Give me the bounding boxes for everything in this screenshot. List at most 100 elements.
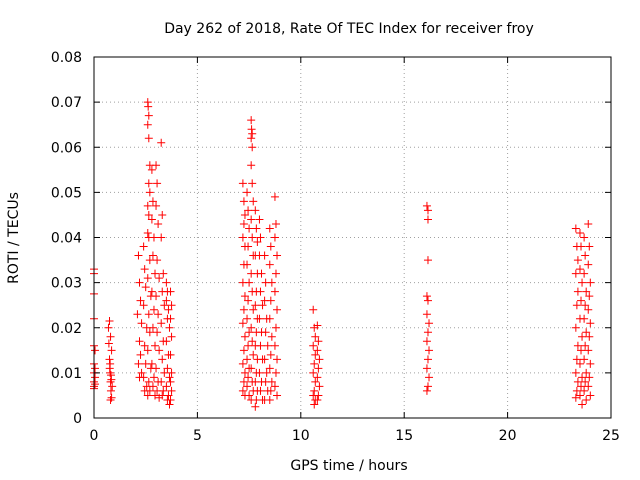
y-tick-label: 0.06	[51, 140, 82, 156]
data-point	[314, 364, 323, 373]
data-point	[265, 314, 274, 323]
data-point	[267, 278, 276, 287]
data-point	[580, 386, 589, 395]
data-point	[166, 350, 175, 359]
data-point	[145, 328, 154, 337]
data-point	[571, 224, 580, 233]
data-point	[256, 233, 265, 242]
data-point	[270, 341, 279, 350]
data-point	[586, 359, 595, 368]
data-point	[265, 395, 274, 404]
data-point	[147, 165, 156, 174]
data-point	[104, 339, 113, 348]
data-point	[425, 346, 434, 355]
grid	[94, 57, 611, 418]
data-point	[585, 242, 594, 251]
data-point	[149, 305, 158, 314]
data-point	[575, 265, 584, 274]
data-point	[572, 355, 581, 364]
data-point	[243, 382, 252, 391]
data-point	[167, 301, 176, 310]
data-point	[247, 161, 256, 170]
data-point	[311, 332, 320, 341]
data-points	[90, 98, 595, 411]
y-tick-label: 0.01	[51, 366, 82, 382]
data-point	[571, 323, 580, 332]
data-point	[309, 368, 318, 377]
data-point	[422, 292, 431, 301]
data-point	[584, 382, 593, 391]
data-point	[315, 382, 324, 391]
data-point	[244, 242, 253, 251]
data-point	[271, 323, 280, 332]
data-point	[575, 228, 584, 237]
data-point	[248, 337, 257, 346]
data-point	[147, 215, 156, 224]
data-point	[107, 375, 116, 384]
data-point	[238, 359, 247, 368]
data-point	[238, 386, 247, 395]
data-point	[573, 256, 582, 265]
data-point	[160, 301, 169, 310]
data-point	[580, 355, 589, 364]
data-point	[573, 287, 582, 296]
data-point	[586, 319, 595, 328]
data-point	[244, 296, 253, 305]
data-point	[422, 386, 431, 395]
data-point	[139, 242, 148, 251]
y-axis-label: ROTI / TECUs	[6, 192, 22, 284]
data-point	[245, 328, 254, 337]
data-point	[313, 395, 322, 404]
data-point	[266, 296, 275, 305]
data-point	[243, 188, 252, 197]
y-tick-label: 0.03	[51, 276, 82, 292]
data-point	[582, 368, 591, 377]
data-point	[244, 206, 253, 215]
data-point	[104, 323, 113, 332]
x-tick-label: 5	[193, 428, 202, 444]
data-point	[263, 341, 272, 350]
data-point	[581, 301, 590, 310]
data-point	[166, 377, 175, 386]
data-point	[160, 368, 169, 377]
data-point	[153, 328, 162, 337]
data-point	[135, 337, 144, 346]
data-point	[578, 400, 587, 409]
data-point	[151, 391, 160, 400]
data-point	[248, 233, 257, 242]
data-point	[584, 260, 593, 269]
data-point	[143, 228, 152, 237]
data-point	[238, 233, 247, 242]
data-point	[270, 287, 279, 296]
data-point	[422, 364, 431, 373]
data-point	[106, 395, 115, 404]
data-point	[239, 219, 248, 228]
data-point	[311, 377, 320, 386]
data-point	[145, 256, 154, 265]
data-point	[141, 283, 150, 292]
data-point	[154, 219, 163, 228]
data-point	[315, 355, 324, 364]
data-point	[580, 233, 589, 242]
data-point	[239, 377, 248, 386]
data-point	[256, 386, 265, 395]
data-point	[152, 292, 161, 301]
data-point	[584, 305, 593, 314]
data-point	[261, 328, 270, 337]
data-point	[149, 373, 158, 382]
x-tick-label: 15	[395, 428, 413, 444]
data-point	[423, 355, 432, 364]
data-point	[164, 305, 173, 314]
data-point	[245, 391, 254, 400]
data-point	[255, 368, 264, 377]
data-point	[572, 386, 581, 395]
data-point	[423, 256, 432, 265]
data-point	[260, 355, 269, 364]
data-point	[243, 260, 252, 269]
data-point	[139, 373, 148, 382]
data-point	[314, 337, 323, 346]
data-point	[153, 256, 162, 265]
data-point	[145, 386, 154, 395]
data-point	[165, 400, 174, 409]
